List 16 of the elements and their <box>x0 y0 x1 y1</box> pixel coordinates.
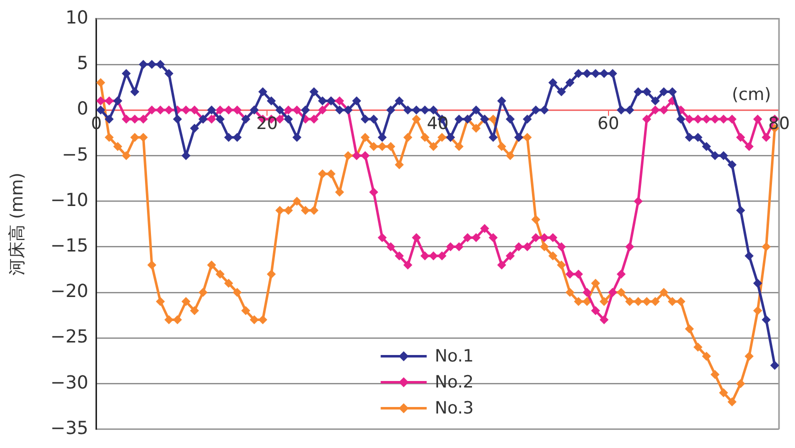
legend-label: No.3 <box>434 398 474 419</box>
x-tick-label: 20 <box>256 114 278 134</box>
y-tick-label: 0 <box>76 98 88 120</box>
legend-label: No.1 <box>434 346 474 367</box>
y-tick-label: −30 <box>50 372 88 394</box>
y-tick-label: 5 <box>76 53 88 74</box>
y-axis-title: 河床高 (mm) <box>8 172 28 276</box>
y-tick-label: −15 <box>50 235 88 256</box>
y-tick-label: 10 <box>65 7 88 28</box>
x-axis-title: (cm) <box>732 84 771 105</box>
y-tick-label: −10 <box>50 190 88 211</box>
y-tick-label: −35 <box>50 418 88 439</box>
x-tick-label: 60 <box>598 114 620 134</box>
y-tick-label: −25 <box>50 326 88 348</box>
y-tick-label: −20 <box>50 281 88 302</box>
y-tick-label: −5 <box>62 144 88 166</box>
